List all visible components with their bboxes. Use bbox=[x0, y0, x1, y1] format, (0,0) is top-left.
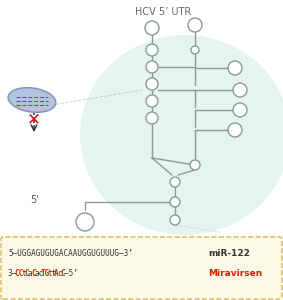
Circle shape bbox=[191, 46, 199, 54]
Text: ✕: ✕ bbox=[27, 110, 41, 128]
Text: 5': 5' bbox=[30, 195, 39, 205]
Text: 3–: 3– bbox=[8, 268, 17, 278]
Circle shape bbox=[76, 213, 94, 231]
Circle shape bbox=[146, 78, 158, 90]
Text: 5–UGGAGUGUGACAAUGGUGUUUG–3’: 5–UGGAGUGUGACAAUGGUGUUUG–3’ bbox=[8, 248, 133, 257]
Text: CC: CC bbox=[15, 268, 24, 278]
Text: t: t bbox=[21, 268, 26, 278]
Circle shape bbox=[188, 18, 202, 32]
Circle shape bbox=[146, 112, 158, 124]
Text: tt: tt bbox=[48, 268, 57, 278]
Ellipse shape bbox=[8, 88, 56, 112]
Circle shape bbox=[233, 103, 247, 117]
Circle shape bbox=[190, 160, 200, 170]
Text: A: A bbox=[54, 268, 59, 278]
Text: C: C bbox=[25, 268, 29, 278]
FancyBboxPatch shape bbox=[1, 237, 282, 299]
Text: C: C bbox=[61, 268, 65, 278]
Circle shape bbox=[146, 44, 158, 56]
Circle shape bbox=[170, 197, 180, 207]
Text: –5’: –5’ bbox=[64, 268, 78, 278]
Circle shape bbox=[170, 215, 180, 225]
Text: Miravirsen: Miravirsen bbox=[208, 268, 262, 278]
Circle shape bbox=[170, 177, 180, 187]
Text: C: C bbox=[31, 268, 36, 278]
Circle shape bbox=[233, 83, 247, 97]
Circle shape bbox=[228, 123, 242, 137]
Text: HCV 5’ UTR: HCV 5’ UTR bbox=[135, 7, 191, 17]
Circle shape bbox=[146, 95, 158, 107]
Text: a: a bbox=[28, 268, 33, 278]
Circle shape bbox=[228, 61, 242, 75]
Text: ac: ac bbox=[35, 268, 44, 278]
Circle shape bbox=[145, 21, 159, 35]
Text: c: c bbox=[57, 268, 62, 278]
Ellipse shape bbox=[80, 35, 283, 235]
Circle shape bbox=[146, 61, 158, 73]
Text: TG: TG bbox=[41, 268, 50, 278]
Text: miR-122: miR-122 bbox=[208, 248, 250, 257]
